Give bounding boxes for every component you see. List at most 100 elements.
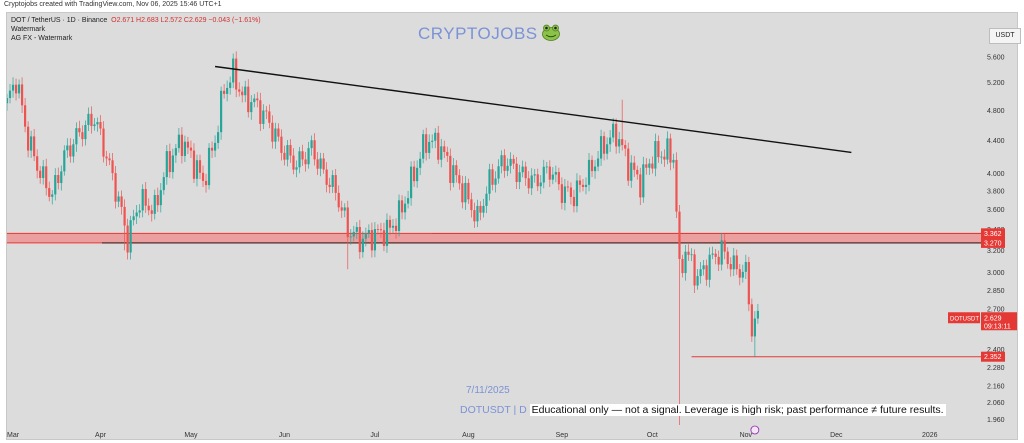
candle-body (30, 136, 33, 151)
candle-body (265, 110, 268, 112)
candle-body (108, 158, 111, 161)
candle-body (216, 132, 220, 143)
y-tick-label: 2.850 (987, 288, 1005, 295)
candle-body (129, 220, 132, 253)
candle-body (548, 166, 551, 180)
candle-body (220, 90, 223, 133)
candle-body (388, 219, 392, 228)
price-tag-label: 3.362 (984, 231, 1002, 238)
candle-body (96, 122, 99, 125)
candle-body (648, 163, 651, 168)
candle-body (304, 159, 307, 165)
candle-body (735, 255, 738, 270)
candle-body (274, 128, 277, 142)
candle-body (210, 147, 214, 151)
candle-body (672, 159, 675, 163)
candle-body (602, 136, 606, 154)
candle-body (479, 205, 482, 213)
candle-body (485, 193, 488, 206)
candle-body (645, 164, 648, 168)
currency-button[interactable]: USDT (989, 28, 1021, 44)
candle-body (609, 137, 612, 145)
candle-body (75, 128, 78, 145)
candle-body (247, 86, 250, 113)
candle-body (27, 126, 30, 151)
y-tick-label: 2.700 (987, 307, 1005, 314)
candle-body (268, 111, 271, 123)
last-price-symbol-tag (948, 312, 980, 324)
candle-body (51, 194, 54, 197)
price-tag (981, 228, 1005, 239)
candle-body (596, 158, 600, 167)
candle-body (464, 182, 467, 203)
candle-body (48, 188, 51, 197)
candle-body (675, 159, 678, 212)
candle-body (150, 210, 153, 214)
price-tag (981, 351, 1005, 362)
candle-body (171, 155, 174, 173)
candle-body (642, 164, 645, 198)
candle-body (8, 90, 12, 99)
candle-body (678, 211, 681, 259)
price-chart[interactable]: 5.6005.2004.8004.4004.0003.8003.6003.400… (7, 13, 1019, 441)
candle-body (376, 229, 380, 230)
candle-body (693, 254, 696, 286)
candle-body (45, 166, 48, 189)
price-tag-label: 2.352 (984, 354, 1002, 361)
candle-body (132, 216, 135, 221)
event-marker (750, 425, 760, 435)
candle-body (11, 84, 15, 91)
x-tick-label: 2026 (922, 432, 938, 439)
candle-body (7, 98, 9, 104)
candle-body (425, 134, 428, 153)
candle-body (470, 199, 473, 211)
candle-body (618, 139, 621, 147)
candle-body (753, 318, 756, 337)
candle-body (334, 175, 337, 193)
candle-body (400, 200, 404, 213)
candle-body (93, 124, 96, 127)
candle-body (232, 58, 235, 83)
candle-body (295, 167, 298, 170)
candle-body (696, 276, 699, 286)
candle-body (533, 174, 536, 176)
candle-body (458, 175, 461, 184)
candle-body (518, 172, 521, 183)
support-zone (7, 233, 982, 243)
candle-body (204, 180, 208, 186)
candle-body (241, 91, 244, 96)
candle-body (473, 210, 476, 222)
candle-body (699, 269, 702, 277)
candle-body (373, 229, 377, 251)
candle-body (476, 205, 479, 222)
candle-body (343, 207, 346, 211)
candle-body (346, 207, 349, 238)
candle-body (352, 231, 355, 237)
candle-body (322, 158, 325, 170)
candle-body (358, 226, 361, 253)
candle-body (102, 128, 105, 157)
candle-body (364, 233, 367, 239)
footnote-text: Educational only — not a signal. Leverag… (529, 404, 946, 416)
candle-body (42, 166, 45, 179)
candle-body (738, 269, 741, 278)
candle-body (633, 162, 636, 170)
candle-body (301, 151, 304, 160)
candle-body (36, 156, 39, 171)
candle-body (536, 174, 539, 187)
candle-body (57, 175, 60, 184)
candle-body (560, 184, 563, 203)
candle-body (162, 177, 165, 191)
candle-body (180, 134, 184, 156)
candle-body (606, 144, 609, 154)
candle-body (238, 89, 241, 92)
candle-body (599, 136, 603, 159)
candle-body (654, 141, 657, 169)
candle-body (500, 155, 503, 167)
y-tick-label: 3.200 (987, 248, 1005, 255)
x-tick-label: Dec (830, 432, 843, 439)
x-tick-label: May (184, 432, 198, 439)
candle-body (554, 172, 557, 175)
candle-body (434, 132, 437, 141)
candle-body (621, 139, 624, 146)
